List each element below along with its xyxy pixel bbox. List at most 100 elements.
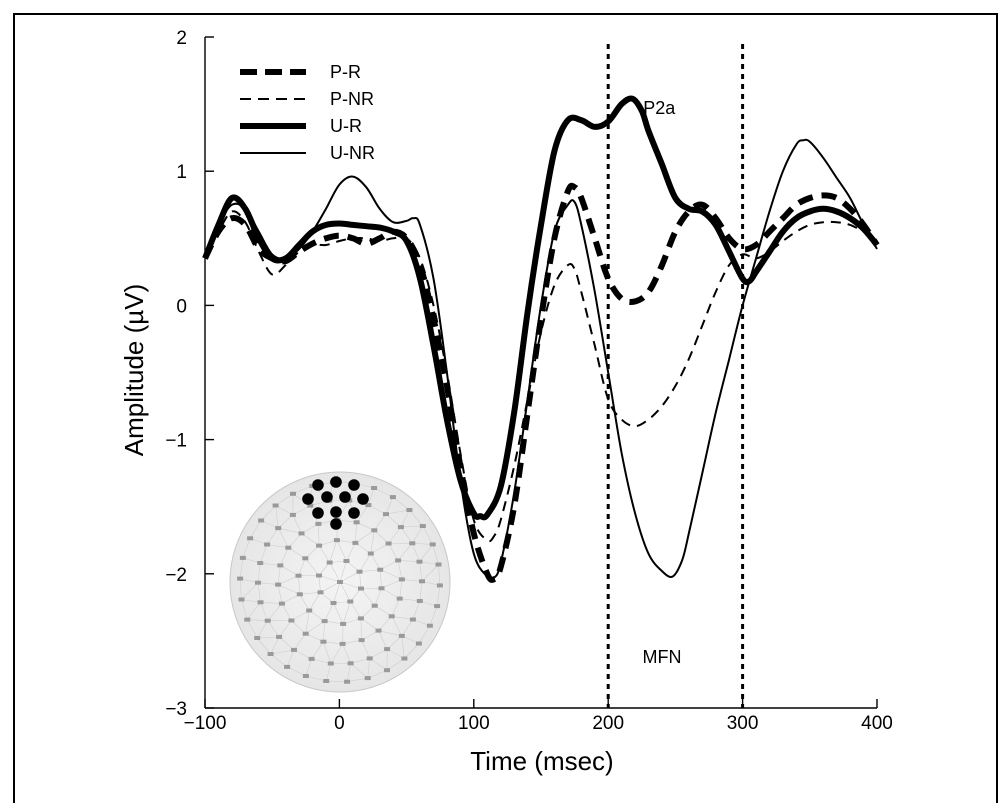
electrode-site [247, 536, 253, 540]
electrode-site [296, 574, 302, 578]
electrode-site [337, 580, 343, 584]
roi-electrode [348, 479, 360, 491]
roi-electrode [339, 491, 351, 503]
electrode-site [303, 674, 309, 678]
electrode-site [327, 561, 333, 565]
electrode-site [265, 619, 271, 623]
electrode-site [290, 492, 296, 496]
electrode-site [331, 601, 337, 605]
electrode-site [257, 561, 263, 565]
x-tick-label: 400 [861, 713, 893, 734]
electrode-site [427, 624, 433, 628]
electrode-site [368, 552, 374, 556]
y-tick-label: 2 [176, 28, 187, 49]
electrode-site [334, 538, 340, 542]
electrode-site [309, 657, 315, 661]
electrode-site [258, 600, 264, 604]
electrode-site [420, 524, 426, 528]
electrode-site [376, 629, 382, 633]
electrode-site [417, 599, 423, 603]
electrode-site [406, 508, 412, 512]
electrode-site [277, 563, 283, 567]
electrode-site [255, 581, 261, 585]
electrode-site [386, 542, 392, 546]
legend: P-R P-NR U-R U-NR [240, 62, 375, 163]
electrode-site [264, 543, 270, 547]
electrode-site [291, 648, 297, 652]
electrode-site [340, 622, 346, 626]
electrode-site [401, 657, 407, 661]
electrode-site [297, 592, 303, 596]
legend-label: U-NR [330, 143, 375, 163]
roi-electrode [312, 507, 324, 519]
electrode-site [347, 600, 353, 604]
electrode-site [410, 618, 416, 622]
electrode-site [275, 583, 281, 587]
electrode-site [288, 619, 294, 623]
electrode-site [239, 598, 245, 602]
electrode-site [354, 520, 360, 524]
roi-electrode [321, 491, 333, 503]
electrode-site [358, 587, 364, 591]
electrode-site [371, 528, 377, 532]
electrode-site [437, 583, 443, 587]
electrode-site [284, 665, 290, 669]
roi-electrode [330, 518, 342, 530]
x-tick-label: 100 [458, 713, 490, 734]
electrode-site [285, 546, 291, 550]
electrode-site [303, 632, 309, 636]
electrode-site [416, 642, 422, 646]
electrode-site [348, 661, 354, 665]
y-tick-label: 1 [176, 162, 187, 183]
electrode-site [244, 618, 250, 622]
x-tick-label: 0 [334, 713, 345, 734]
electrode-site [419, 579, 425, 583]
electrode-site [290, 513, 296, 517]
electrode-site [390, 495, 396, 499]
x-tick-label: 200 [592, 713, 624, 734]
x-tick-label: 300 [727, 713, 759, 734]
electrode-site [315, 522, 321, 526]
electrode-site [323, 679, 329, 683]
legend-label: P-NR [330, 89, 374, 109]
electrode-site [409, 541, 415, 545]
electrode-site [383, 512, 389, 516]
electrode-site [434, 604, 440, 608]
annotation-mfn: MFN [642, 647, 681, 667]
electrode-site [320, 640, 326, 644]
electrode-site [344, 680, 350, 684]
y-axis-label: Amplitude (µV) [119, 284, 149, 456]
electrode-site [275, 526, 281, 530]
legend-label: U-R [330, 116, 362, 136]
electrode-site [254, 636, 260, 640]
electrode-site [367, 656, 373, 660]
electrode-site [377, 568, 383, 572]
electrode-map-inset [230, 472, 450, 692]
electrode-site [299, 531, 305, 535]
y-tick-label: 0 [176, 296, 187, 317]
roi-electrode [357, 493, 369, 505]
electrode-site [430, 542, 436, 546]
time-window-markers [608, 44, 742, 708]
roi-electrode [302, 493, 314, 505]
electrode-site [371, 486, 377, 490]
electrode-site [318, 590, 324, 594]
electrode-site [399, 634, 405, 638]
electrode-site [316, 544, 322, 548]
roi-electrode [330, 476, 342, 488]
electrode-site [237, 577, 243, 581]
electrode-site [358, 616, 364, 620]
legend-label: P-R [330, 62, 361, 82]
x-axis-label: Time (msec) [470, 746, 613, 776]
roi-electrode [348, 507, 360, 519]
electrode-site [436, 563, 442, 567]
electrode-site [359, 638, 365, 642]
electrode-site [258, 519, 264, 523]
electrode-site [276, 635, 282, 639]
electrode-site [268, 652, 274, 656]
electrode-site [395, 558, 401, 562]
electrode-site [398, 525, 404, 529]
electrode-site [240, 556, 246, 560]
